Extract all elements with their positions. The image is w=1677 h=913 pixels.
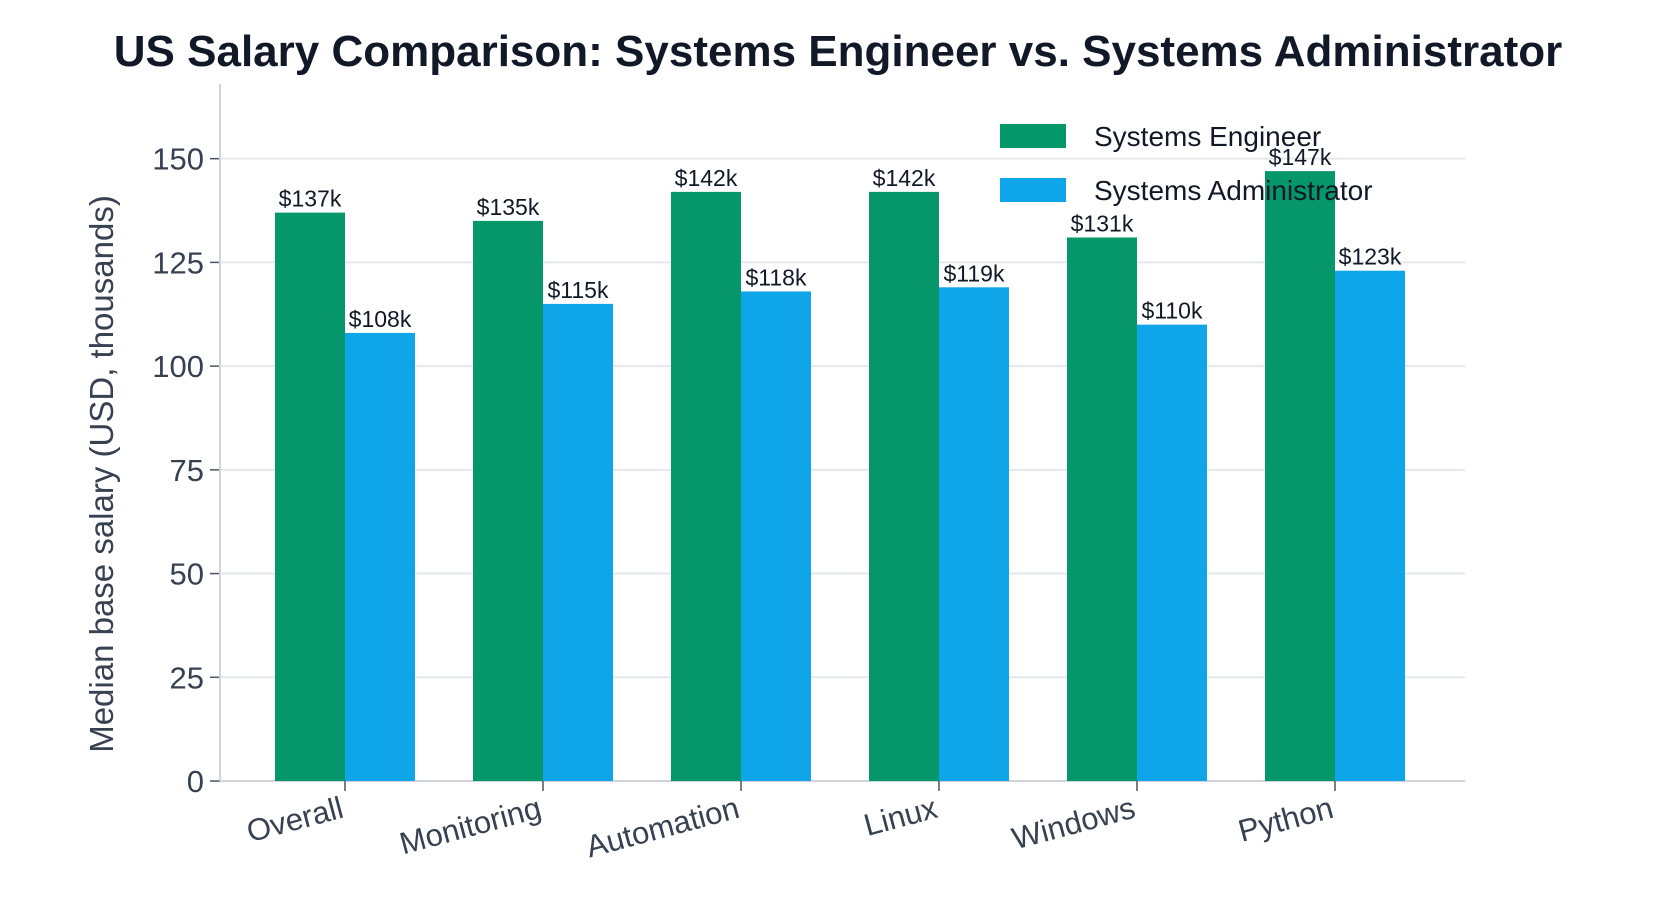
data-label: $147k (1269, 144, 1332, 170)
data-label: $135k (477, 194, 540, 220)
data-label: $119k (944, 260, 1005, 286)
x-tick-label: Automation (582, 790, 743, 864)
y-tick-label: 125 (152, 245, 204, 280)
x-tick-labels: Overall Monitoring Automation Linux Windows P… (243, 790, 1337, 865)
bar-systems-administrator-linux (939, 287, 1009, 781)
y-axis-label: Median base salary (USD, thousands) (83, 195, 120, 753)
legend-label: Systems Administrator (1094, 175, 1373, 206)
y-tick-labels: 0 25 50 75 100 125 150 (152, 142, 204, 799)
data-label: $131k (1071, 211, 1134, 237)
data-label: $137k (279, 186, 342, 212)
y-tick-label: 25 (170, 660, 204, 695)
x-tick-label: Monitoring (396, 790, 545, 861)
bar-systems-administrator-monitoring (543, 303, 613, 781)
x-tick-label: Linux (860, 790, 941, 843)
bar-systems-administrator-automation (741, 291, 811, 781)
y-tick-label: 100 (152, 349, 204, 384)
data-label: $142k (675, 165, 738, 191)
data-label: $110k (1142, 298, 1203, 324)
legend-swatch (1000, 178, 1066, 202)
data-label: $123k (1339, 244, 1402, 270)
bar-systems-engineer-monitoring (473, 220, 543, 782)
bars (275, 171, 1405, 782)
data-label: $115k (548, 277, 609, 303)
x-tick-label: Python (1235, 790, 1337, 849)
y-tick-label: 50 (170, 557, 204, 592)
y-tick-label: 0 (187, 764, 204, 799)
gridlines (220, 157, 1465, 679)
data-label: $118k (746, 264, 807, 290)
bar-systems-engineer-overall (275, 212, 345, 781)
legend-label: Systems Engineer (1094, 121, 1321, 152)
bar-systems-engineer-linux (869, 191, 939, 782)
data-label: $108k (349, 306, 412, 332)
data-label: $142k (873, 165, 936, 191)
bar-systems-engineer-automation (671, 191, 741, 782)
bar-systems-engineer-python (1265, 171, 1335, 781)
y-tick-label: 75 (170, 453, 204, 488)
bar-systems-administrator-windows (1137, 324, 1207, 781)
x-tick-label: Windows (1008, 790, 1139, 856)
bar-systems-administrator-python (1335, 270, 1405, 781)
bar-systems-administrator-overall (345, 332, 415, 781)
y-tick-label: 150 (152, 142, 204, 177)
chart-title: US Salary Comparison: Systems Engineer v… (114, 27, 1562, 76)
legend: Systems Engineer Systems Administrator (1000, 121, 1373, 206)
bar-systems-engineer-windows (1067, 237, 1137, 781)
legend-swatch (1000, 124, 1066, 148)
data-labels: $137k $108k $135k $115k $142k $118k $142k $119k… (279, 144, 1402, 332)
x-tick-label: Overall (243, 790, 347, 849)
axes (210, 84, 1465, 791)
